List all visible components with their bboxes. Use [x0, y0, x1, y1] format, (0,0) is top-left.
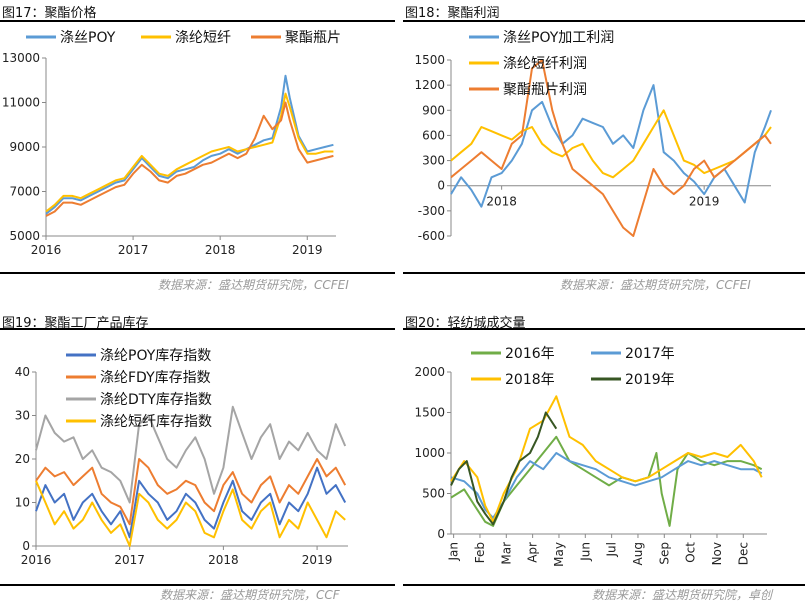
- x-tick-label: Jul: [605, 542, 619, 557]
- x-tick-label: Feb: [473, 542, 487, 563]
- chart-title: 图18：聚酯利润: [405, 6, 500, 21]
- y-tick-label: -300: [418, 204, 445, 218]
- y-tick-label: 0: [437, 527, 445, 541]
- bottom-divider-right: [403, 584, 805, 586]
- x-tick-label: Apr: [526, 542, 540, 563]
- y-tick-label: 5000: [9, 229, 40, 243]
- x-tick-label: 2018: [486, 195, 517, 209]
- legend-label: 涤纶短纤利润: [503, 56, 587, 72]
- y-tick-label: 30: [15, 409, 30, 423]
- series-line: [35, 458, 347, 526]
- legend-label: 2018年: [505, 372, 555, 388]
- legend-label: 聚酯瓶片: [285, 30, 341, 46]
- x-tick-label: Jun: [578, 542, 592, 562]
- y-tick-label: 13000: [2, 51, 40, 65]
- y-tick-label: 2000: [414, 365, 445, 379]
- chart-textile-city-volume: 0 500 1000 1500 2000 Jan Feb Mar Apr May Jun Jul Aug…: [414, 346, 767, 567]
- x-tick-label: 2016: [21, 553, 52, 567]
- series-line: [45, 92, 334, 213]
- x-tick-label: Aug: [631, 542, 645, 565]
- y-tick-label: 1500: [414, 53, 445, 67]
- y-tick-label: 7000: [9, 185, 40, 199]
- x-tick-label: Dec: [736, 542, 750, 565]
- series-line: [45, 74, 334, 215]
- bottom-top-divider-right: [403, 328, 805, 330]
- y-tick-label: 9000: [9, 140, 40, 154]
- bottom-top-divider-left: [0, 328, 395, 330]
- data-source: 数据来源：盛达期货研究院，卓创: [592, 588, 773, 602]
- legend-label: 涤丝POY: [60, 30, 116, 46]
- legend-label: 2017年: [625, 346, 675, 362]
- series-line: [450, 395, 763, 523]
- x-tick-label: 2019: [689, 195, 720, 209]
- x-tick-label: 2019: [292, 243, 323, 257]
- legend-label: 涤丝POY加工利润: [503, 30, 614, 46]
- x-tick-label: Mar: [499, 542, 513, 565]
- top-divider-right: [403, 20, 805, 22]
- series-line: [45, 101, 334, 217]
- y-tick-label: 600: [422, 128, 445, 142]
- x-tick-label: Oct: [684, 542, 698, 563]
- x-tick-label: 2018: [208, 553, 239, 567]
- x-tick-label: Nov: [710, 542, 724, 565]
- top-divider-left: [0, 20, 395, 22]
- x-tick-label: 2017: [118, 243, 149, 257]
- x-tick-label: Jan: [447, 542, 461, 562]
- series-line: [450, 109, 772, 179]
- y-tick-label: -600: [418, 229, 445, 243]
- y-tick-label: 900: [422, 103, 445, 117]
- y-tick-label: 10: [15, 496, 30, 510]
- legend-label: 涤纶POY库存指数: [100, 348, 211, 364]
- legend-label: 涤纶FDY库存指数: [100, 370, 211, 386]
- chart-polyester-price: 5000 7000 9000 11000 13000 2016 2017 2018 2019 涤丝…: [2, 30, 341, 257]
- data-source: 数据来源：盛达期货研究院，CCF: [160, 588, 340, 602]
- data-source: 数据来源：盛达期货研究院，CCFEI: [560, 278, 751, 292]
- y-tick-label: 0: [22, 539, 30, 553]
- y-tick-label: 11000: [2, 96, 40, 110]
- bottom-divider-left: [0, 584, 395, 586]
- data-source: 数据来源：盛达期货研究院，CCFEI: [158, 278, 349, 292]
- series-line: [35, 480, 346, 547]
- legend-label: 2019年: [625, 372, 675, 388]
- series-line: [35, 466, 347, 539]
- y-tick-label: 1500: [414, 406, 445, 420]
- y-tick-label: 40: [15, 365, 30, 379]
- y-tick-label: 20: [15, 452, 30, 466]
- series-line: [450, 59, 772, 237]
- x-tick-label: Sep: [657, 542, 671, 565]
- y-tick-label: 1000: [414, 446, 445, 460]
- series-line: [450, 84, 772, 208]
- chart-title: 图20：轻纺城成交量: [405, 316, 526, 331]
- y-tick-label: 0: [437, 179, 445, 193]
- chart-title: 图17：聚酯价格: [2, 6, 97, 21]
- chart-polyester-profit: -600 -300 0 300 600 900 1200 1500 2018 2019 涤丝POY加…: [414, 30, 772, 243]
- y-tick-label: 1200: [414, 78, 445, 92]
- x-tick-label: 2017: [114, 553, 145, 567]
- series-line: [35, 405, 347, 504]
- x-tick-label: 2016: [31, 243, 62, 257]
- mid-divider-left: [0, 272, 395, 274]
- x-tick-label: 2018: [205, 243, 236, 257]
- chart-polyester-inventory: 0 10 20 30 40 2016 2017 2018 2019 涤纶POY库存指数涤纶FDY库…: [15, 348, 348, 567]
- y-tick-label: 300: [422, 154, 445, 168]
- chart-title: 图19：聚酯工厂产品库存: [2, 316, 149, 331]
- legend-label: 涤纶短纤: [175, 30, 231, 46]
- legend-label: 涤纶短纤库存指数: [100, 414, 212, 430]
- legend-label: 2016年: [505, 346, 555, 362]
- x-tick-label: May: [552, 542, 566, 567]
- legend-label: 聚酯瓶片利润: [503, 82, 587, 98]
- series-line: [450, 411, 558, 526]
- mid-divider-right: [403, 272, 805, 274]
- y-tick-label: 500: [422, 487, 445, 501]
- x-tick-label: 2019: [302, 553, 333, 567]
- legend-label: 涤纶DTY库存指数: [100, 392, 212, 408]
